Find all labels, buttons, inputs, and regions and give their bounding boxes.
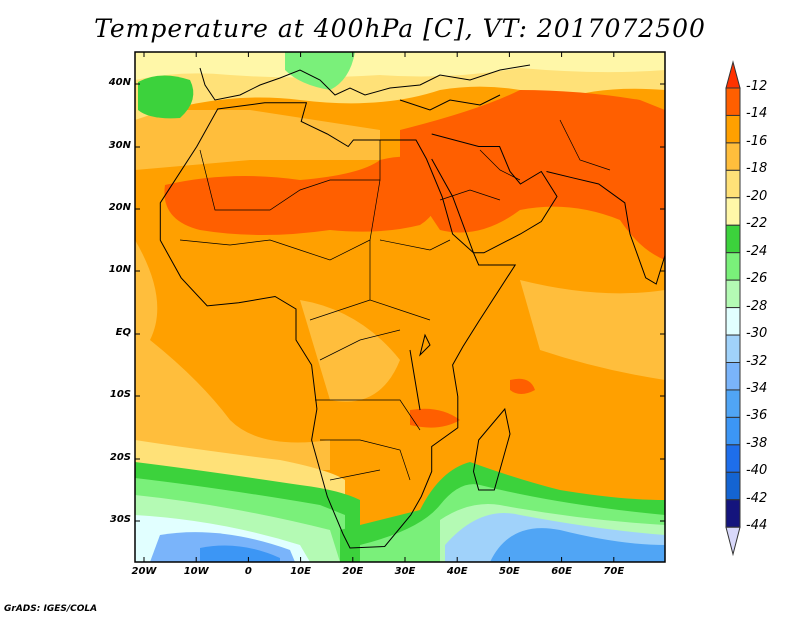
colorbar-label: -26: [746, 271, 768, 287]
colorbar-label: -30: [746, 326, 768, 342]
lat-label: 20S: [109, 452, 131, 463]
colorbar-box: [725, 224, 741, 254]
colorbar-box: [725, 471, 741, 501]
colorbar-label: -42: [746, 490, 768, 506]
colorbar-box: [725, 142, 741, 171]
colorbar-label: -40: [746, 463, 768, 479]
colorbar-over-arrow: [725, 60, 741, 89]
colorbar-box: [725, 169, 741, 199]
colorbar-label: -34: [746, 380, 768, 396]
temperature-field: [135, 52, 665, 562]
colorbar-label: -14: [746, 106, 768, 122]
colorbar-box: [725, 197, 741, 226]
colorbar-box: [725, 279, 741, 309]
colorbar-box: [725, 87, 741, 116]
colorbar-label: -18: [746, 161, 768, 177]
colorbar-box: [725, 499, 741, 528]
colorbar-label: -32: [746, 353, 768, 369]
lat-label: 20N: [108, 202, 131, 213]
colorbar-box: [725, 114, 741, 144]
colorbar-label: -16: [746, 133, 768, 149]
lat-label: 10N: [108, 264, 131, 275]
map-frame: [134, 51, 666, 563]
lat-label: 40N: [108, 77, 131, 88]
lat-label: EQ: [115, 327, 131, 338]
lon-label: 20E: [342, 566, 364, 577]
colorbar-box: [725, 389, 741, 418]
coastlines: [159, 64, 665, 549]
colorbar-label: -44: [746, 518, 768, 534]
lon-label: 0: [244, 566, 252, 577]
colorbar-label: -20: [746, 188, 768, 204]
country-borders: [179, 119, 611, 481]
colorbar-box: [725, 416, 741, 446]
colorbar-label: -24: [746, 243, 768, 259]
colorbar-label: -38: [746, 435, 768, 451]
colorbar-box: [725, 307, 741, 336]
lon-label: 20W: [131, 566, 157, 577]
lon-label: 10W: [183, 566, 209, 577]
colorbar-box: [725, 444, 741, 473]
lon-label: 70E: [603, 566, 625, 577]
lat-label: 30S: [109, 514, 131, 525]
colorbar-box: [725, 252, 741, 281]
map-title: Temperature at 400hPa [C], VT: 201707250…: [94, 14, 706, 43]
colorbar-under-arrow: [725, 526, 741, 557]
lat-label: 10S: [109, 389, 131, 400]
colorbar: [725, 60, 741, 557]
lon-label: 10E: [290, 566, 311, 577]
lon-label: 60E: [551, 566, 572, 577]
lon-label: 40E: [446, 566, 468, 577]
colorbar-label: -36: [746, 408, 768, 424]
colorbar-box: [725, 362, 741, 391]
lon-label: 30E: [394, 566, 416, 577]
lon-label: 50E: [499, 566, 520, 577]
colorbar-box: [725, 334, 741, 363]
lat-label: 30N: [108, 140, 131, 151]
grads-credit: GrADS: IGES/COLA: [4, 604, 98, 614]
colorbar-label: -28: [746, 298, 768, 314]
colorbar-label: -12: [746, 79, 768, 94]
colorbar-label: -22: [746, 216, 768, 232]
